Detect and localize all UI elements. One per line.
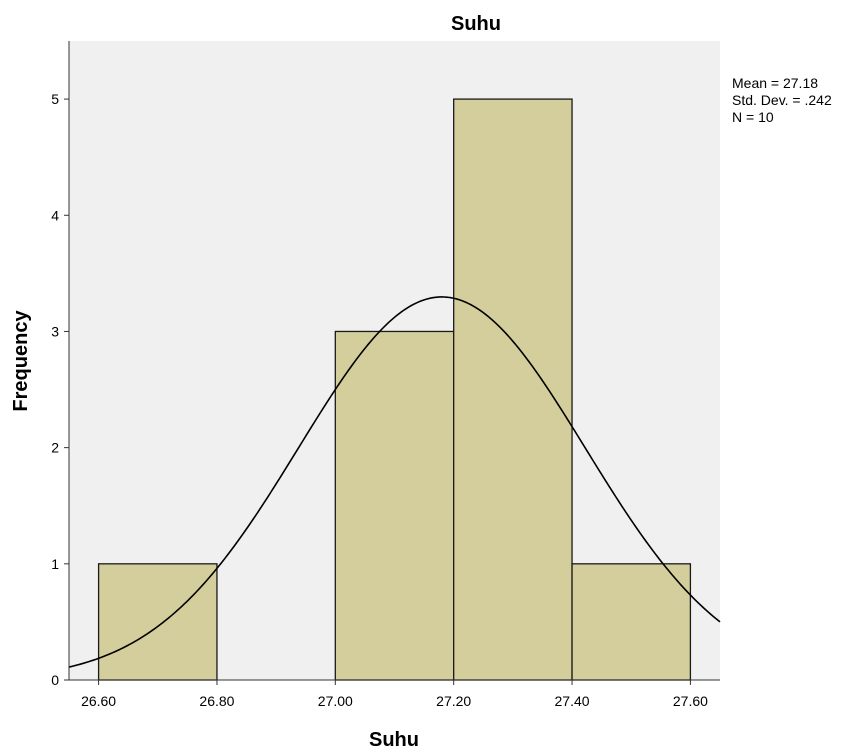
y-tick-label: 2 <box>51 440 59 456</box>
stats-mean: Mean = 27.18 <box>732 75 818 91</box>
x-tick-label: 27.00 <box>318 693 353 709</box>
stats-box: Mean = 27.18 Std. Dev. = .242 N = 10 <box>732 75 832 125</box>
stats-n: N = 10 <box>732 109 774 125</box>
x-tick-label: 26.60 <box>81 693 116 709</box>
x-tick-label: 27.20 <box>436 693 471 709</box>
x-tick-label: 26.80 <box>199 693 234 709</box>
x-axis-ticks: 26.60 26.80 27.00 27.20 27.40 27.60 <box>81 680 708 709</box>
histogram-bar <box>453 98 573 681</box>
y-tick-label: 5 <box>51 91 59 107</box>
histogram-bars <box>97 98 692 681</box>
histogram-bar <box>571 563 692 681</box>
chart-title: Suhu <box>451 13 501 35</box>
histogram-bar <box>97 563 218 681</box>
x-axis-label: Suhu <box>369 729 419 751</box>
x-tick-label: 27.60 <box>673 693 708 709</box>
y-tick-label: 1 <box>51 556 59 572</box>
histogram-bar <box>334 330 455 681</box>
x-tick-label: 27.40 <box>555 693 590 709</box>
y-tick-label: 3 <box>51 323 59 339</box>
axes <box>68 41 720 681</box>
y-tick-label: 4 <box>51 207 59 223</box>
y-axis-ticks: 0 1 2 3 4 5 <box>51 91 69 688</box>
y-tick-label: 0 <box>51 672 59 688</box>
stats-std-dev: Std. Dev. = .242 <box>732 92 832 108</box>
y-axis-label: Frequency <box>10 310 32 412</box>
normal-curve <box>68 296 721 668</box>
